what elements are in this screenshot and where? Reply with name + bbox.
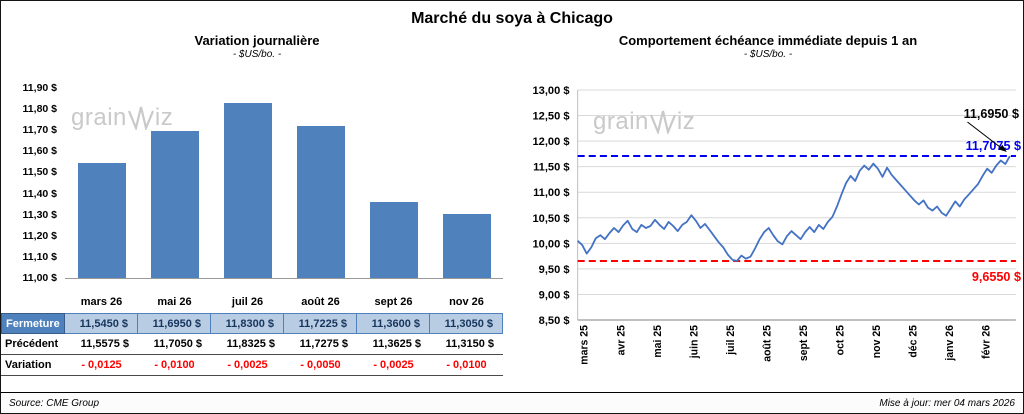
row-label-variation: Variation: [1, 355, 65, 376]
variation-value: - 0,0025: [211, 355, 284, 376]
y-axis-tick-label: 11,30 $: [22, 208, 57, 221]
y-axis-tick-label: 13,00 $: [533, 85, 570, 97]
precedent-value: 11,7050 $: [138, 334, 211, 355]
x-axis-tick-label: juin 25: [688, 325, 700, 359]
daily-variation-panel: Variation journalière - $US/bo. - grain …: [1, 30, 513, 380]
precedent-value: 11,7275 $: [284, 334, 357, 355]
ref-line-label-0: 11,7075 $: [966, 139, 1021, 153]
y-axis-tick-label: 12,00 $: [533, 136, 570, 148]
y-axis-tick-label: 9,50 $: [539, 264, 570, 276]
column-header: sept 26: [374, 296, 413, 308]
page-title: Marché du soya à Chicago: [411, 10, 613, 27]
bar-column: [138, 88, 211, 278]
x-axis-tick-label: août 25: [761, 325, 773, 362]
y-axis-tick-label: 11,60 $: [22, 145, 57, 158]
row-label-fermeture: Fermeture: [1, 313, 65, 334]
front-month-line-chart: 13,00 $ 12,50 $ 12,00 $ 11,50 $ 11,00 $ 10,50…: [533, 85, 1021, 365]
bar-column: [65, 88, 138, 278]
variation-value: - 0,0025: [357, 355, 430, 376]
x-axis-tick-label: déc 25: [907, 325, 919, 358]
price-line: [577, 155, 1011, 262]
bar-column: [357, 88, 430, 278]
footer: Source: CME Group Mise à jour: mer 04 ma…: [1, 392, 1023, 413]
variation-value: - 0,0100: [430, 355, 503, 376]
daily-variation-bar-chart: grain iz 11,90 $11,80 $11,70 $11,60 $11,…: [1, 78, 513, 290]
y-axis-tick-label: 11,50 $: [22, 166, 57, 179]
x-axis-tick-label: mai 25: [652, 325, 664, 358]
bar-column: [211, 88, 284, 278]
y-axis-tick-label: 10,50 $: [533, 213, 570, 225]
annotation-arrow: [967, 121, 1002, 149]
x-axis-tick-label: mars 25: [579, 325, 591, 365]
y-axis-tick-label: 8,50 $: [539, 315, 570, 327]
y-axis-tick-label: 11,50 $: [533, 162, 569, 174]
bar-column: [430, 88, 503, 278]
precedent-value: 11,8325 $: [211, 334, 284, 355]
right-chart-title: Comportement échéance immédiate depuis 1…: [618, 33, 918, 48]
x-axis-tick-label: nov 25: [871, 325, 883, 358]
y-axis-tick-label: 9,00 $: [539, 289, 570, 301]
column-header: nov 26: [449, 296, 484, 308]
row-label-precedent: Précédent: [1, 334, 65, 355]
right-chart-subtitle: - $US/bo. -: [743, 49, 793, 60]
column-header: mai 26: [157, 296, 192, 308]
ref-line-label-1: 9,6550 $: [972, 270, 1021, 284]
variation-value: - 0,0100: [138, 355, 211, 376]
bar: [77, 162, 126, 278]
x-axis-line: [65, 278, 503, 279]
y-axis-tick-label: 10,00 $: [533, 238, 570, 250]
x-axis-tick-label: avr 25: [615, 325, 627, 355]
y-axis-tick-label: 11,00 $: [22, 272, 57, 284]
variation-value: - 0,0050: [284, 355, 357, 376]
y-axis-tick-label: 11,00 $: [533, 187, 569, 199]
y-axis-tick-label: 12,50 $: [533, 111, 570, 123]
fermeture-value: 11,8300 $: [211, 313, 284, 334]
variation-value: - 0,0125: [65, 355, 138, 376]
y-axis-tick-label: 11,40 $: [22, 187, 57, 200]
column-header: août 26: [301, 296, 340, 308]
source-note: Source: CME Group: [9, 397, 100, 409]
panels: Variation journalière - $US/bo. - grain …: [1, 30, 1023, 380]
bar: [150, 131, 199, 278]
x-axis-tick-label: févr 26: [980, 325, 992, 359]
x-axis-tick-label: janv 26: [944, 325, 956, 362]
fermeture-value: 11,3050 $: [430, 313, 503, 334]
precedent-value: 11,3625 $: [357, 334, 430, 355]
column-header: juil 26: [231, 296, 264, 308]
bar: [442, 213, 491, 278]
y-axis-tick-label: 11,10 $: [22, 250, 57, 263]
fermeture-value: 11,7225 $: [284, 313, 357, 334]
fermeture-value: 11,5450 $: [65, 313, 138, 334]
y-axis-tick-label: 11,90 $: [22, 82, 57, 94]
x-axis-tick-label: juil 25: [725, 325, 737, 356]
line-chart-wrap: 13,00 $ 12,50 $ 12,00 $ 11,50 $ 11,00 $ 10,50…: [513, 70, 1023, 380]
annotation-arrowhead: [998, 144, 1007, 152]
update-note: Mise à jour: mer 04 mars 2026: [879, 397, 1015, 409]
x-axis-tick-label: sept 25: [798, 325, 810, 361]
bars: [65, 88, 503, 278]
left-chart-subtitle: - $US/bo. -: [232, 49, 282, 60]
last-price-label: 11,6950 $: [964, 107, 1019, 121]
front-month-panel: Comportement échéance immédiate depuis 1…: [513, 30, 1023, 380]
y-axis-tick-label: 11,70 $: [22, 124, 57, 137]
fermeture-value: 11,3600 $: [357, 313, 430, 334]
precedent-value: 11,3150 $: [430, 334, 503, 355]
bar: [223, 102, 272, 278]
x-axis-tick-label: oct 25: [834, 325, 846, 355]
column-header: mars 26: [80, 296, 123, 308]
y-axis-tick-label: 11,80 $: [22, 103, 57, 116]
bar-column: [284, 88, 357, 278]
fermeture-value: 11,6950 $: [138, 313, 211, 334]
bar: [296, 125, 345, 278]
left-chart-title: Variation journalière: [194, 33, 320, 48]
bar: [369, 202, 418, 278]
price-table: mars 26 mai 26 juil 26 août 26 sept 26 nov 26…: [1, 292, 503, 376]
precedent-value: 11,5575 $: [65, 334, 138, 355]
table-corner: [1, 292, 65, 313]
y-axis-tick-label: 11,20 $: [22, 229, 57, 242]
